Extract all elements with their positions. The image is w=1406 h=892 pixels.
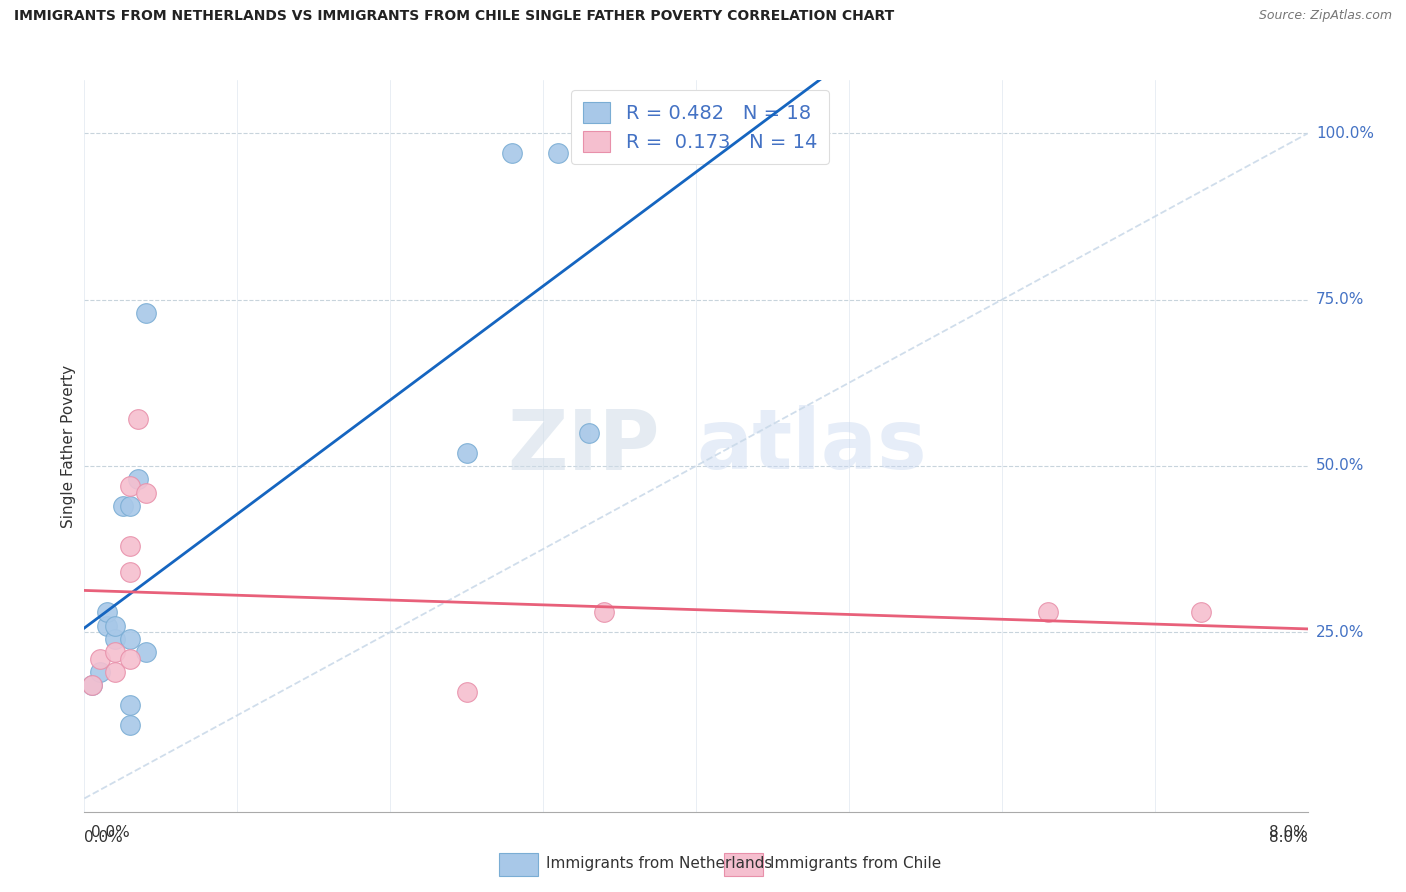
Point: [593, 605, 616, 619]
Point: [104, 618, 127, 632]
Point: [120, 479, 142, 493]
Text: 0.0%: 0.0%: [84, 830, 124, 845]
Text: 8.0%: 8.0%: [1268, 830, 1308, 845]
Point: [89, 665, 111, 679]
Point: [96, 605, 118, 619]
Point: [578, 425, 600, 440]
Point: [104, 665, 127, 679]
Point: [111, 499, 134, 513]
Point: [89, 652, 111, 666]
Legend: R = 0.482   N = 18, R =  0.173   N = 14: R = 0.482 N = 18, R = 0.173 N = 14: [571, 90, 828, 163]
Point: [127, 472, 149, 486]
Point: [127, 412, 149, 426]
Text: 8.0%: 8.0%: [1268, 825, 1308, 840]
Point: [120, 698, 142, 713]
Point: [104, 645, 127, 659]
Y-axis label: Single Father Poverty: Single Father Poverty: [60, 365, 76, 527]
Text: 50.0%: 50.0%: [1316, 458, 1364, 474]
Text: 25.0%: 25.0%: [1316, 624, 1364, 640]
Point: [135, 306, 157, 320]
Point: [80, 678, 103, 692]
Point: [120, 652, 142, 666]
Point: [456, 685, 478, 699]
Point: [120, 539, 142, 553]
Point: [1189, 605, 1212, 619]
Point: [80, 678, 103, 692]
Point: [120, 566, 142, 580]
Point: [120, 718, 142, 732]
Text: 0.0%: 0.0%: [91, 825, 131, 840]
Point: [501, 146, 523, 161]
Text: ZIP: ZIP: [506, 406, 659, 486]
Point: [120, 499, 142, 513]
Point: [104, 632, 127, 646]
Point: [547, 146, 569, 161]
Point: [96, 618, 118, 632]
Text: IMMIGRANTS FROM NETHERLANDS VS IMMIGRANTS FROM CHILE SINGLE FATHER POVERTY CORRE: IMMIGRANTS FROM NETHERLANDS VS IMMIGRANT…: [14, 9, 894, 23]
Text: Immigrants from Chile: Immigrants from Chile: [770, 856, 942, 871]
Text: Immigrants from Netherlands: Immigrants from Netherlands: [546, 856, 772, 871]
Point: [135, 645, 157, 659]
Text: Source: ZipAtlas.com: Source: ZipAtlas.com: [1258, 9, 1392, 22]
Text: atlas: atlas: [696, 406, 927, 486]
Text: 75.0%: 75.0%: [1316, 293, 1364, 307]
Point: [135, 485, 157, 500]
Point: [120, 632, 142, 646]
Text: 100.0%: 100.0%: [1316, 126, 1374, 141]
Point: [456, 445, 478, 459]
Point: [1036, 605, 1059, 619]
